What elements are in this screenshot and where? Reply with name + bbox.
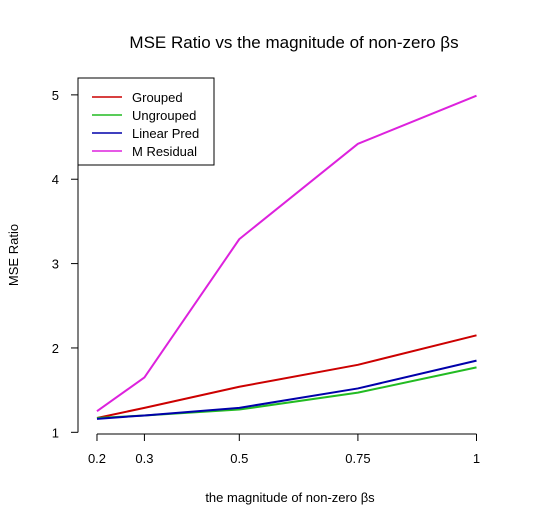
y-tick-label: 5 [52, 88, 59, 103]
series-line-m-residual [96, 94, 477, 413]
legend-label-grouped: Grouped [132, 90, 183, 105]
y-tick-label: 3 [52, 257, 59, 272]
legend: Grouped Ungrouped Linear Pred M Residual [77, 77, 215, 166]
chart-title: MSE Ratio vs the magnitude of non-zero β… [129, 33, 458, 52]
x-tick-label: 1 [473, 451, 480, 466]
x-tick-label: 0.3 [135, 451, 153, 466]
series-line-linear-pred [96, 359, 477, 420]
x-tick-label: 0.5 [230, 451, 248, 466]
y-tick-label: 4 [52, 172, 59, 187]
legend-label-linear-pred: Linear Pred [132, 126, 199, 141]
legend-label-ungrouped: Ungrouped [132, 108, 196, 123]
series-layer [96, 94, 477, 420]
series-line-grouped [96, 334, 477, 419]
y-tick-label: 1 [52, 425, 59, 440]
y-tick-label: 2 [52, 341, 59, 356]
y-axis-label: MSE Ratio [6, 224, 21, 286]
x-tick-label: 0.2 [88, 451, 106, 466]
legend-label-m-residual: M Residual [132, 144, 197, 159]
x-tick-label: 0.75 [345, 451, 370, 466]
x-axis-label: the magnitude of non-zero βs [205, 490, 375, 505]
legend-items: Grouped Ungrouped Linear Pred M Residual [92, 90, 199, 159]
